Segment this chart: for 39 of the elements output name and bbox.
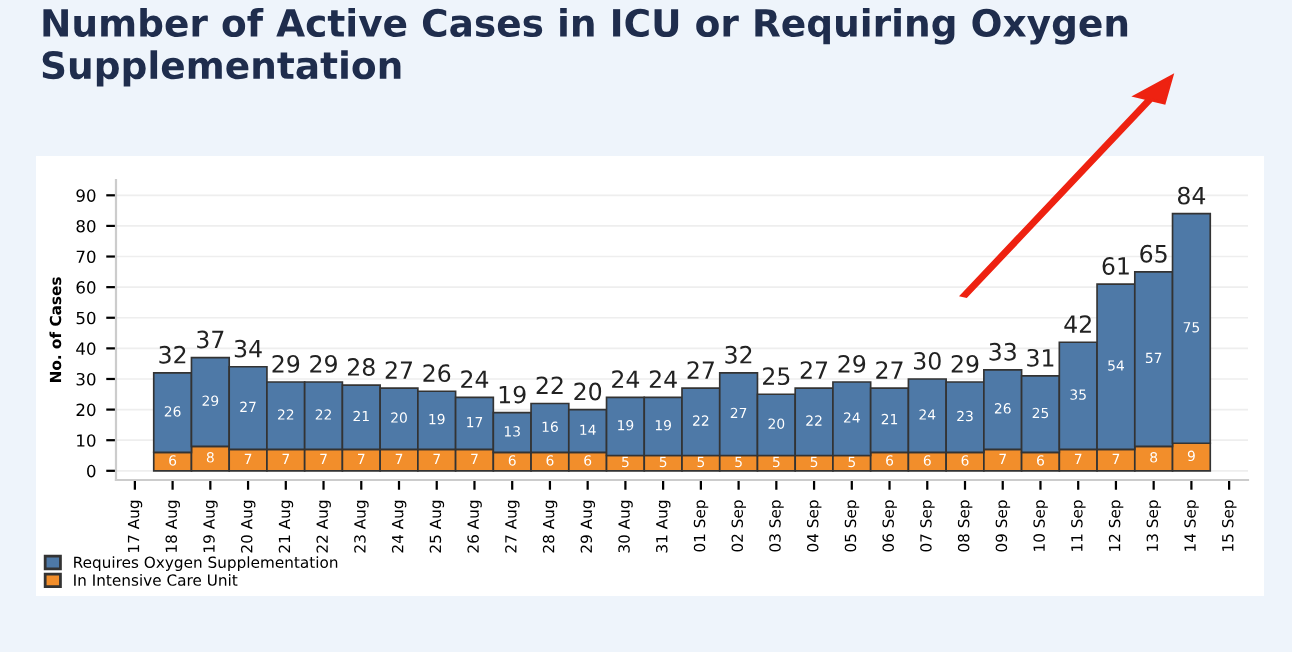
total-label: 27 (800, 361, 828, 379)
total-label: 27 (687, 361, 714, 379)
y-tick-label: 90 (76, 189, 96, 202)
total-label: 29 (951, 355, 979, 373)
y-tick-label: 10 (77, 434, 96, 447)
chart-title: Number of Active Cases in ICU or Requiring Oxygen Supplementation (42, 8, 1128, 87)
total-label: 24 (461, 370, 489, 388)
total-label: 32 (725, 345, 752, 364)
y-tick-label: 30 (76, 372, 96, 386)
y-tick-label: 50 (76, 311, 96, 325)
y-tick-label: 0 (87, 464, 96, 478)
total-label: 34 (234, 339, 262, 358)
total-label: 29 (272, 355, 300, 373)
y-tick-label: 40 (76, 342, 96, 355)
total-label: 31 (1027, 348, 1054, 367)
total-label: 28 (347, 358, 375, 376)
total-label: 24 (649, 370, 677, 388)
total-label: 26 (423, 364, 451, 383)
total-label: 29 (838, 355, 866, 373)
total-label: 32 (159, 345, 186, 364)
total-label: 30 (914, 351, 941, 370)
total-label: 27 (876, 361, 903, 379)
total-label: 19 (499, 385, 526, 404)
total-label: 20 (574, 382, 602, 401)
y-tick-label: 70 (76, 250, 96, 264)
total-label: 27 (385, 361, 412, 379)
total-label: 65 (1140, 244, 1167, 263)
total-label: 84 (1177, 186, 1206, 205)
total-label: 29 (310, 355, 337, 373)
total-label: 37 (197, 330, 224, 349)
total-label: 22 (536, 376, 563, 394)
total-label: 25 (763, 367, 790, 386)
total-label: 33 (989, 342, 1016, 361)
y-tick-label: 80 (76, 219, 96, 233)
total-label: 42 (1064, 315, 1091, 333)
y-tick-label: 60 (76, 281, 96, 294)
total-label: 61 (1102, 257, 1129, 275)
y-tick-label: 20 (76, 403, 96, 417)
total-label: 24 (612, 370, 640, 388)
